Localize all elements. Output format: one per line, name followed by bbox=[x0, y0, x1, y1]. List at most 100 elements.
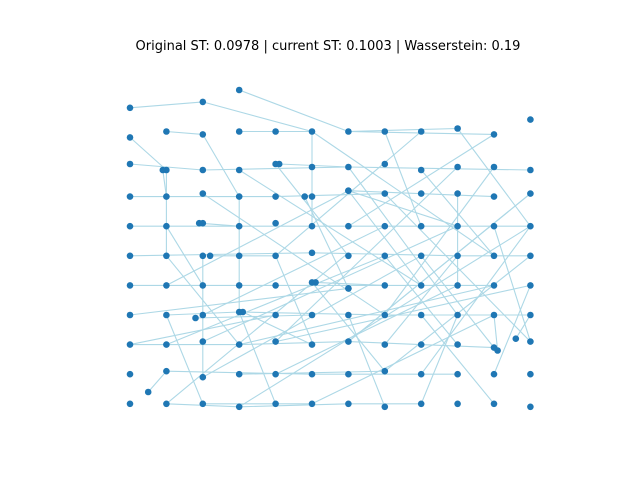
graph-edge bbox=[275, 166, 458, 342]
graph-edge bbox=[129, 101, 203, 109]
graph-node bbox=[345, 311, 352, 319]
graph-edge bbox=[420, 225, 531, 375]
graph-node bbox=[490, 163, 498, 171]
graph-node bbox=[199, 252, 207, 260]
graph-edge bbox=[348, 193, 531, 343]
graph-node bbox=[272, 193, 279, 200]
graph-node bbox=[308, 341, 316, 348]
graph-edge bbox=[384, 166, 495, 316]
graph-node bbox=[235, 128, 243, 135]
graph-node bbox=[454, 190, 461, 197]
graph-node bbox=[345, 252, 352, 260]
graph-edge bbox=[166, 190, 349, 286]
graph-node bbox=[163, 400, 170, 408]
graph-node bbox=[163, 128, 170, 135]
graph-node bbox=[417, 341, 425, 348]
graph-node bbox=[417, 252, 425, 260]
graph-node bbox=[126, 282, 134, 289]
graph-edge bbox=[147, 370, 167, 393]
graph-node bbox=[490, 131, 498, 138]
graph-edge bbox=[275, 284, 458, 375]
graph-node bbox=[235, 222, 243, 230]
graph-edge bbox=[420, 314, 495, 405]
graph-node bbox=[345, 285, 352, 292]
graph-edge bbox=[457, 128, 531, 227]
graph-node bbox=[494, 347, 501, 354]
graph-node bbox=[417, 370, 425, 378]
graph-node bbox=[345, 400, 352, 408]
graph-edge bbox=[162, 169, 167, 197]
graph-edge bbox=[515, 314, 531, 339]
graph-edge bbox=[311, 314, 495, 405]
graph-node bbox=[195, 219, 203, 227]
graph-node bbox=[308, 311, 316, 319]
graph-node bbox=[272, 128, 279, 135]
graph-edge bbox=[347, 166, 459, 316]
graph-edge bbox=[384, 131, 422, 227]
graph-edge bbox=[202, 166, 349, 171]
figure-title: Original ST: 0.0978 | current ST: 0.1003… bbox=[136, 39, 521, 54]
graph-node bbox=[126, 400, 134, 408]
graph-node bbox=[527, 222, 534, 230]
graph-edge bbox=[166, 252, 349, 405]
graph-node bbox=[163, 222, 170, 230]
graph-node bbox=[454, 400, 461, 408]
graph-node bbox=[417, 282, 425, 289]
graph-node bbox=[301, 193, 309, 200]
graph-node bbox=[199, 400, 207, 408]
graph-node bbox=[239, 308, 247, 316]
graph-node bbox=[490, 311, 498, 319]
graph-node bbox=[126, 341, 134, 348]
graph-node bbox=[527, 311, 534, 319]
graph-node bbox=[345, 222, 352, 230]
graph-edge bbox=[129, 287, 349, 316]
graph-node bbox=[454, 282, 461, 289]
graph-edge bbox=[420, 314, 459, 405]
graph-node bbox=[199, 338, 207, 345]
graph-node bbox=[381, 341, 389, 348]
graph-edge bbox=[202, 101, 313, 133]
graph-node bbox=[512, 335, 520, 343]
graph-node bbox=[417, 166, 425, 174]
graph-node bbox=[192, 314, 199, 322]
graph-node bbox=[272, 282, 279, 289]
graph-node bbox=[454, 163, 461, 171]
graph-node bbox=[417, 128, 425, 135]
graph-node bbox=[308, 128, 316, 135]
graph-node bbox=[235, 166, 243, 174]
graph-node bbox=[235, 403, 243, 411]
graph-edge bbox=[165, 225, 204, 286]
graph-node bbox=[126, 134, 134, 141]
graph-node bbox=[417, 311, 425, 319]
graph-node bbox=[199, 166, 207, 174]
graph-edge bbox=[129, 252, 313, 257]
graph-node bbox=[199, 373, 207, 381]
graph-edge bbox=[493, 285, 531, 375]
node-layer bbox=[126, 86, 534, 411]
graph-node bbox=[454, 341, 461, 348]
graph-edge bbox=[166, 130, 203, 135]
graph-edge bbox=[275, 284, 531, 343]
graph-edge bbox=[347, 190, 422, 286]
graph-node bbox=[308, 193, 316, 200]
graph-node bbox=[490, 193, 498, 200]
graph-node bbox=[345, 187, 352, 194]
graph-edge bbox=[348, 190, 458, 227]
graph-node bbox=[163, 252, 170, 260]
graph-edge bbox=[384, 255, 459, 345]
graph-node bbox=[308, 163, 316, 171]
graph-node bbox=[126, 193, 134, 200]
graph-node bbox=[345, 370, 352, 378]
graph-node bbox=[126, 222, 134, 230]
graph-node bbox=[417, 222, 425, 230]
graph-node bbox=[381, 190, 389, 197]
graph-node bbox=[490, 400, 498, 408]
graph-node bbox=[126, 104, 134, 112]
graph-node bbox=[126, 160, 134, 168]
graph-node bbox=[163, 311, 170, 319]
graph-node bbox=[490, 370, 498, 378]
graph-node bbox=[199, 282, 207, 289]
graph-node bbox=[527, 338, 534, 345]
